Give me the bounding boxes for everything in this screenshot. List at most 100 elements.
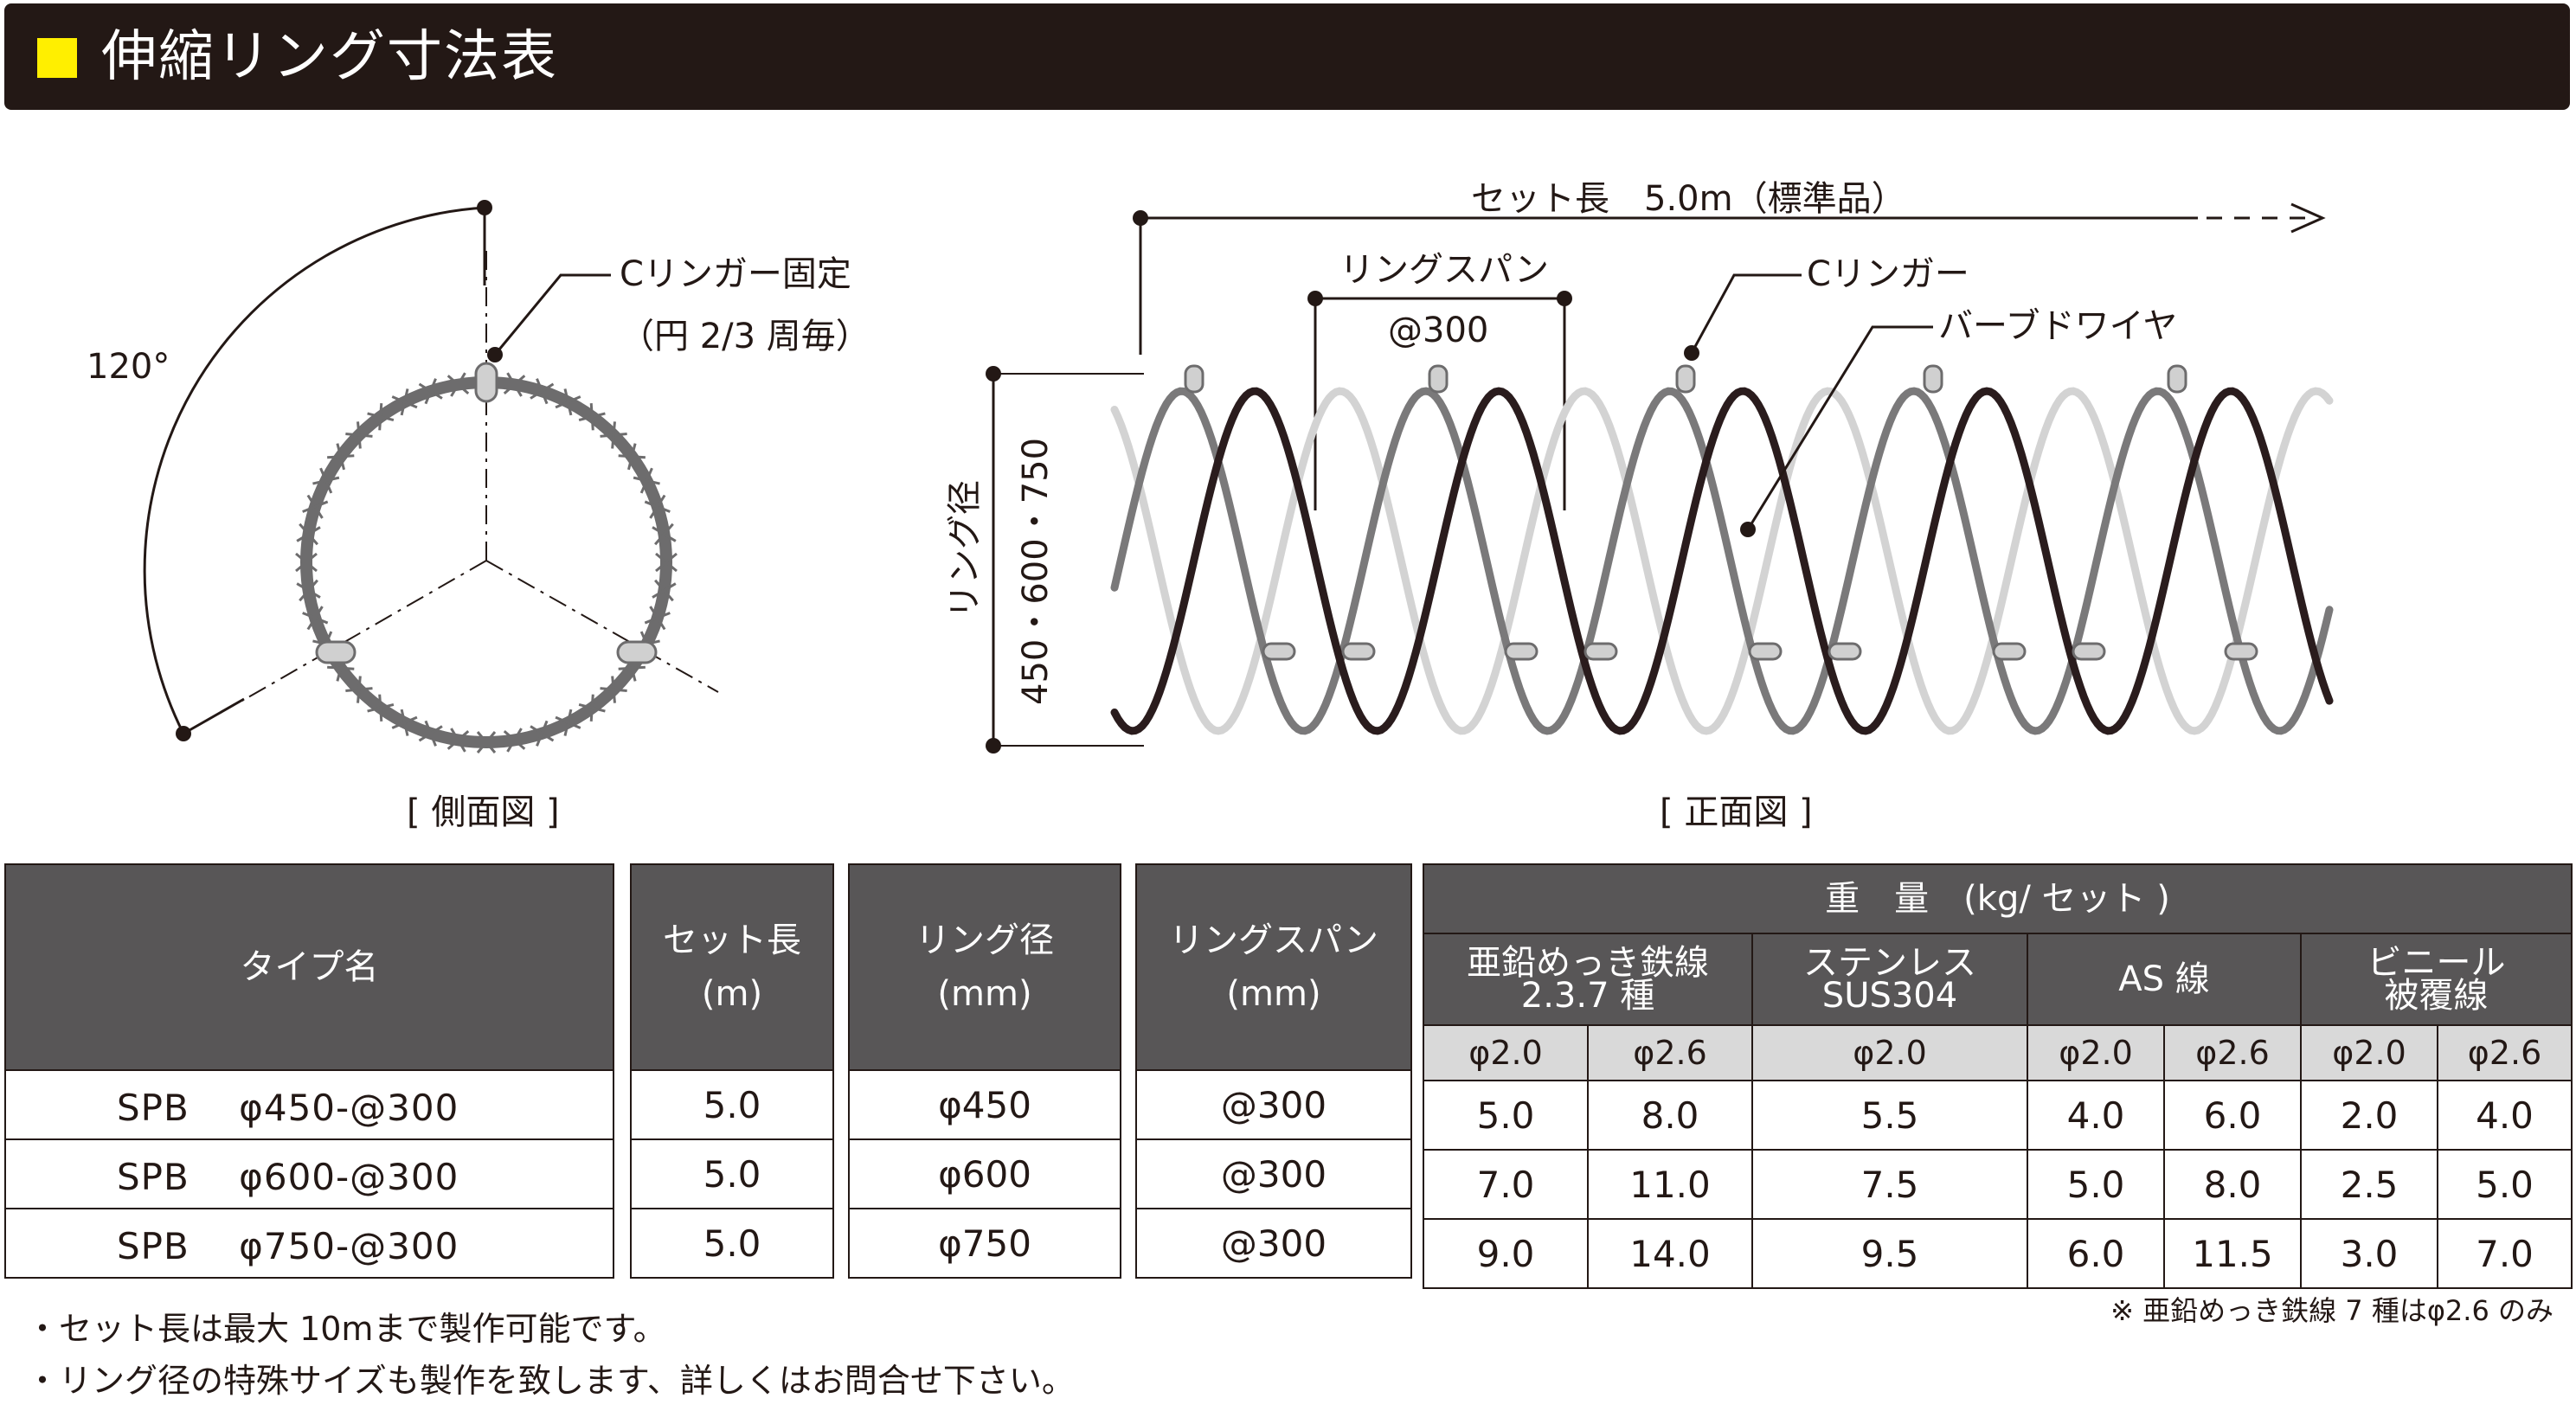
weight-cell: 7.5 xyxy=(1751,1149,2028,1220)
ring-diameter-cell: φ600 xyxy=(848,1138,1121,1209)
c-ringer-clip xyxy=(315,640,357,664)
set-length-cell: 5.0 xyxy=(630,1208,834,1279)
c-ringer-clip xyxy=(1504,642,1539,661)
c-ringer-clip xyxy=(616,640,658,664)
c-ringer-clip xyxy=(1992,642,2027,661)
barb-mark xyxy=(555,715,581,729)
c-ringer-clip xyxy=(2167,364,2187,394)
wire-size-subheader: φ2.0 xyxy=(1751,1024,2028,1081)
barbed-wire-label: バーブドワイヤ xyxy=(1938,306,2177,346)
weight-cell: 2.5 xyxy=(2300,1149,2438,1220)
ring-diameter-header-label: リング径 xyxy=(915,920,1054,960)
barb-mark xyxy=(299,579,318,602)
barb-mark xyxy=(578,702,606,713)
set-length-cell: 5.0 xyxy=(630,1069,834,1140)
c-ringer-fixed-label: Cリンガー固定 xyxy=(620,254,851,294)
vinyl-header: ビニール 被覆線 xyxy=(2299,933,2573,1026)
weight-header: 重 量 (kg/ セット ) xyxy=(1422,863,2573,934)
barb-mark xyxy=(296,526,321,542)
weight-cell: 6.0 xyxy=(2163,1080,2302,1151)
weight-cell: 2.0 xyxy=(2300,1080,2438,1151)
type-cell: SPB φ750-@300 xyxy=(4,1208,614,1279)
weight-cell: 5.5 xyxy=(1751,1080,2028,1151)
type-cell: SPB φ600-@300 xyxy=(4,1138,614,1209)
barb-mark xyxy=(391,395,418,409)
weight-cell: 3.0 xyxy=(2300,1218,2438,1289)
barb-mark xyxy=(378,694,383,722)
weight-cell: 8.0 xyxy=(1587,1080,1753,1151)
barb-mark xyxy=(357,676,362,703)
c-ringer-label: Cリンガー xyxy=(1807,254,1969,294)
c-ringer-clip xyxy=(1428,364,1449,394)
weight-cell: 6.0 xyxy=(2027,1218,2165,1289)
barb-mark xyxy=(611,421,616,449)
wire-size-subheader: φ2.6 xyxy=(2436,1024,2573,1081)
ring-diameter-label: リング径 xyxy=(945,480,985,619)
weight-cell: 5.0 xyxy=(2436,1149,2573,1220)
barb-mark xyxy=(626,443,637,471)
barb-mark xyxy=(503,730,526,750)
barb-mark xyxy=(418,382,443,400)
c-ringer-fixed-note: （円 2/3 周毎） xyxy=(620,317,870,356)
set-length-header: セット長 (m) xyxy=(630,863,834,1071)
header-marker-square xyxy=(37,38,77,78)
weight-cell: 11.5 xyxy=(2163,1218,2302,1289)
barb-mark xyxy=(367,412,395,422)
weight-cell: 5.0 xyxy=(2027,1149,2165,1220)
wire-size-subheader: φ2.0 xyxy=(2027,1024,2165,1081)
c-ringer-clip xyxy=(1341,642,1376,661)
weight-cell: 7.0 xyxy=(2436,1218,2573,1289)
weight-cell: 9.5 xyxy=(1751,1218,2028,1289)
ring-span-column-table: リングスパン (mm) @300 @300 @300 xyxy=(1135,863,1412,1279)
barb-mark xyxy=(302,500,329,513)
weight-cell: 14.0 xyxy=(1587,1218,1753,1289)
barb-mark xyxy=(563,388,573,416)
wire-size-subheader: φ2.6 xyxy=(2163,1024,2302,1081)
wire-size-subheader: φ2.0 xyxy=(1423,1024,1589,1081)
weight-cell: 7.0 xyxy=(1423,1149,1589,1220)
c-ringer-clip xyxy=(1675,364,1696,394)
weight-cell: 4.0 xyxy=(2436,1080,2573,1151)
ring-span-cell: @300 xyxy=(1135,1208,1412,1279)
page-header: 伸縮リング寸法表 xyxy=(4,3,2570,110)
as-wire-header: AS 線 xyxy=(2027,933,2302,1026)
front-view-caption: [ 正面図 ] xyxy=(1660,792,1813,832)
weight-cell: 5.0 xyxy=(1423,1080,1589,1151)
ring-span-value: @300 xyxy=(1388,311,1488,350)
side-view-diagram: 120° Cリンガー固定 （円 2/3 周毎） [ 側面図 ] xyxy=(87,200,870,832)
barb-mark xyxy=(654,523,674,546)
set-length-header-unit: (m) xyxy=(701,974,763,1014)
barb-mark xyxy=(644,612,671,625)
barb-mark xyxy=(345,433,373,438)
ring-diameter-cell: φ450 xyxy=(848,1069,1121,1140)
c-ringer-clip xyxy=(474,362,498,403)
barb-mark xyxy=(639,467,653,494)
weight-cell: 11.0 xyxy=(1587,1149,1753,1220)
wire-size-subheader: φ2.0 xyxy=(2300,1024,2438,1081)
barb-mark xyxy=(450,728,466,753)
page-title: 伸縮リング寸法表 xyxy=(101,25,558,89)
ring-span-header-label: リングスパン xyxy=(1169,920,1378,960)
barb-mark xyxy=(476,731,497,754)
barb-mark xyxy=(295,552,318,573)
table-row: 9.0 14.0 9.5 6.0 11.5 3.0 7.0 xyxy=(1423,1218,2573,1289)
ring-diameter-values: 450・600・750 xyxy=(1016,438,1056,705)
weight-cell: 4.0 xyxy=(2027,1080,2165,1151)
galvanized-header: 亜鉛めっき鉄線 2.3.7 種 xyxy=(1423,933,1753,1026)
c-ringer-clip xyxy=(2072,642,2106,661)
set-length-label: セット長 5.0m（標準品） xyxy=(1471,179,1906,219)
barb-mark xyxy=(655,552,678,573)
ring-span-header-unit: (mm) xyxy=(1226,974,1321,1014)
coil-strand xyxy=(1110,387,2334,735)
barb-mark xyxy=(306,606,324,631)
stainless-header-grade: SUS304 xyxy=(1821,976,1958,1016)
barb-mark xyxy=(536,378,549,405)
footnote-galvanized: ※ 亜鉛めっき鉄線 7 種はφ2.6 のみ xyxy=(2110,1294,2554,1327)
table-row: 7.0 11.0 7.5 5.0 8.0 2.5 5.0 xyxy=(1423,1149,2573,1220)
barb-mark xyxy=(312,476,340,485)
barb-mark xyxy=(600,687,627,692)
barb-mark xyxy=(618,665,646,670)
barb-mark xyxy=(530,725,555,742)
set-length-column-table: セット長 (m) 5.0 5.0 5.0 xyxy=(630,863,834,1279)
table-row: 5.0 8.0 5.5 4.0 6.0 2.0 4.0 xyxy=(1423,1080,2573,1151)
